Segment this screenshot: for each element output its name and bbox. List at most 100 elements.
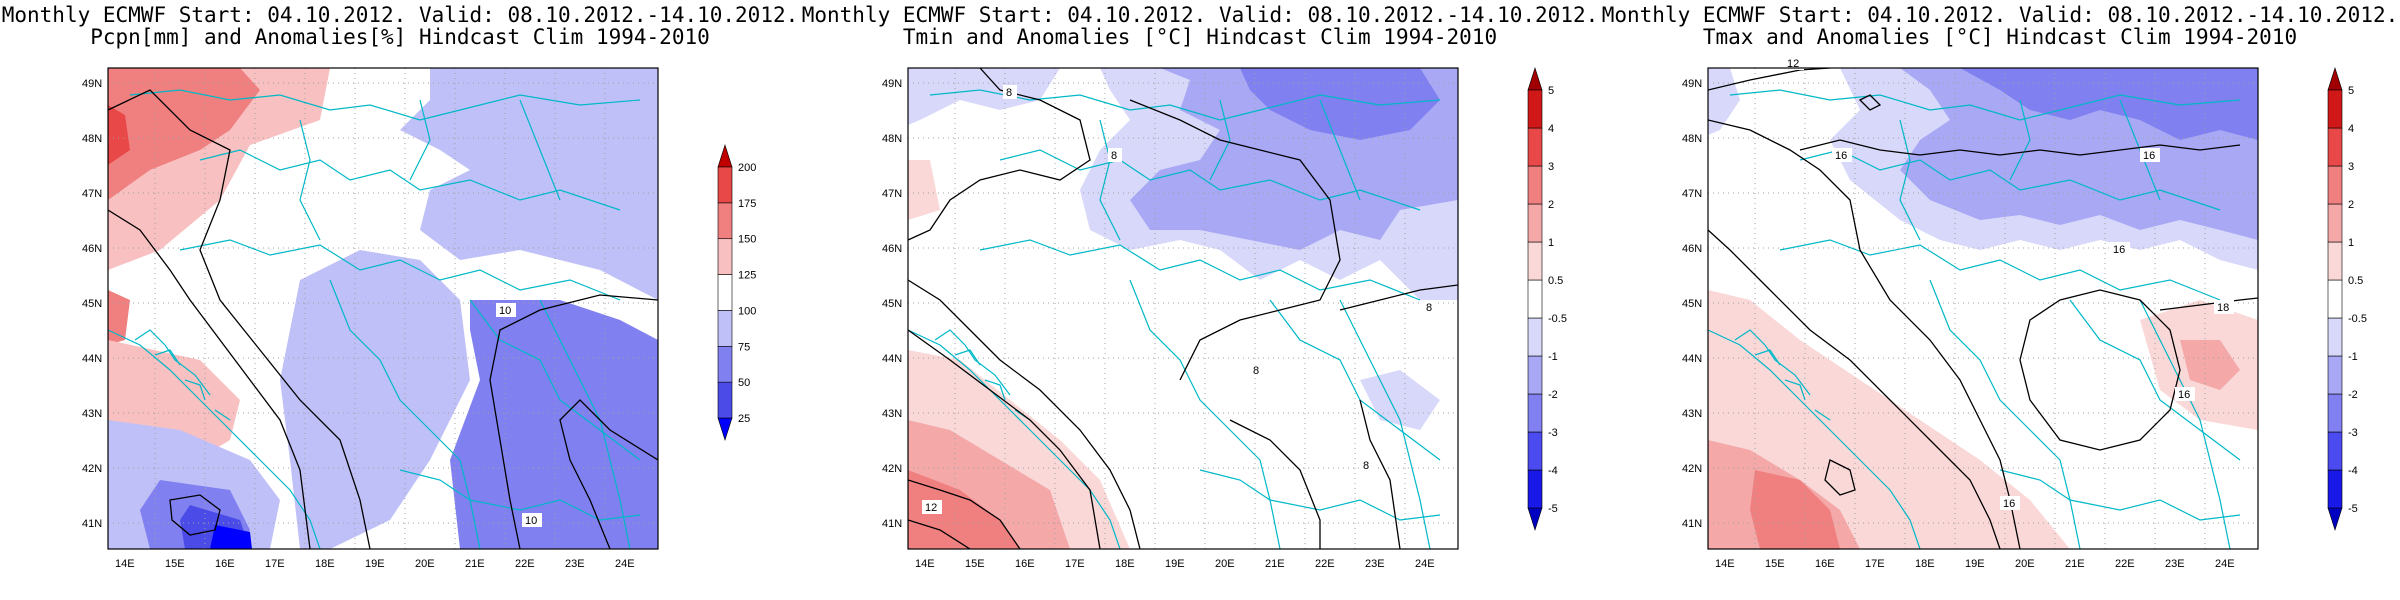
colorbar-tmin: -5 -4 -3 -2 -1 -0.5 0.5 1 2 3 4 5 (1527, 67, 1567, 531)
svg-text:23E: 23E (1365, 558, 1385, 570)
climatology-contours (1708, 68, 2258, 549)
svg-text:46N: 46N (82, 243, 102, 255)
svg-text:24E: 24E (1415, 558, 1435, 570)
svg-text:43N: 43N (1682, 408, 1702, 420)
panel-title-line1: Monthly ECMWF Start: 04.10.2012. Valid: … (1, 3, 799, 27)
svg-text:16E: 16E (1015, 558, 1035, 570)
colorbar-label: -3 (1548, 427, 1558, 439)
svg-text:20E: 20E (415, 558, 435, 570)
colorbar-swatch (2327, 393, 2343, 433)
svg-text:15E: 15E (965, 558, 985, 570)
map-tmax: 12 16 16 16 18 16 16 14E 15E 16E 17E 18E… (1682, 56, 2367, 570)
svg-text:44N: 44N (1682, 353, 1702, 365)
panel-title-line2: Tmin and Anomalies [°C] Hindcast Clim 19… (902, 25, 1498, 49)
colorbar-label: -0.5 (1548, 313, 1567, 325)
svg-text:49N: 49N (1682, 78, 1702, 90)
svg-text:42N: 42N (882, 463, 902, 475)
colorbar-swatch (717, 345, 733, 383)
colorbar-swatch (1527, 317, 1543, 357)
anomaly-shading (908, 68, 1458, 549)
svg-text:19E: 19E (365, 558, 385, 570)
lon-axis-labels: 14E 15E 16E 17E 18E 19E 20E 21E 22E 23E … (115, 558, 635, 570)
contour-label: 16 (1835, 150, 1847, 162)
panel-title-line1: Monthly ECMWF Start: 04.10.2012. Valid: … (801, 3, 1599, 27)
contour-label: 12 (925, 502, 937, 514)
colorbar-label: 0.5 (2348, 275, 2363, 287)
svg-text:18E: 18E (1915, 558, 1935, 570)
colorbar-swatch (1527, 89, 1543, 129)
colorbar-swatch (2327, 203, 2343, 243)
colorbar-swatch (717, 144, 733, 168)
svg-text:42N: 42N (1682, 463, 1702, 475)
svg-text:20E: 20E (2015, 558, 2035, 570)
svg-text:16E: 16E (215, 558, 235, 570)
colorbar-label: 200 (738, 162, 756, 174)
contour-label: 12 (1787, 58, 1799, 70)
svg-text:24E: 24E (615, 558, 635, 570)
colorbar-tmax: -5 -4 -3 -2 -1 -0.5 0.5 1 2 3 4 5 (2327, 67, 2367, 531)
colorbar-label: 75 (738, 341, 750, 353)
svg-text:46N: 46N (1682, 243, 1702, 255)
svg-text:47N: 47N (82, 188, 102, 200)
panel-tmin: Monthly ECMWF Start: 04.10.2012. Valid: … (800, 0, 1600, 600)
svg-text:17E: 17E (265, 558, 285, 570)
colorbar-label: -5 (1548, 503, 1558, 515)
svg-text:21E: 21E (2065, 558, 2085, 570)
svg-text:45N: 45N (882, 298, 902, 310)
colorbar-swatch (717, 202, 733, 240)
colorbar-swatch (2327, 279, 2343, 319)
svg-text:41N: 41N (1682, 518, 1702, 530)
contour-label: 8 (1363, 460, 1369, 472)
colorbar-label: 125 (738, 270, 756, 282)
colorbar-label: 25 (738, 413, 750, 425)
colorbar-swatch (2327, 431, 2343, 471)
svg-text:22E: 22E (515, 558, 535, 570)
svg-text:44N: 44N (82, 353, 102, 365)
lon-axis-labels: 14E 15E 16E 17E 18E 19E 20E 21E 22E 23E … (915, 558, 1435, 570)
svg-text:16E: 16E (1815, 558, 1835, 570)
colorbar-label: -2 (2348, 389, 2358, 401)
svg-text:42N: 42N (82, 463, 102, 475)
colorbar-swatch (2327, 241, 2343, 281)
colorbar-swatch (2327, 67, 2343, 91)
svg-text:24E: 24E (2215, 558, 2235, 570)
lat-axis-labels: 49N 48N 47N 46N 45N 44N 43N 42N 41N (1682, 78, 1702, 530)
anomaly-shading (1708, 68, 2258, 549)
colorbar-label: 3 (2348, 161, 2354, 173)
svg-text:47N: 47N (1682, 188, 1702, 200)
panel-title-line2: Pcpn[mm] and Anomalies[%] Hindcast Clim … (90, 25, 710, 49)
svg-text:48N: 48N (1682, 133, 1702, 145)
svg-text:21E: 21E (465, 558, 485, 570)
svg-text:43N: 43N (882, 408, 902, 420)
colorbar-swatch (717, 274, 733, 311)
lat-lon-grid (908, 68, 1458, 549)
svg-text:41N: 41N (882, 518, 902, 530)
map-frame (107, 67, 659, 550)
svg-text:15E: 15E (1765, 558, 1785, 570)
svg-text:15E: 15E (165, 558, 185, 570)
svg-text:49N: 49N (882, 78, 902, 90)
colorbar-swatch (1527, 507, 1543, 531)
lat-axis-labels: 49N 48N 47N 46N 45N 44N 43N 42N 41N (82, 78, 102, 530)
map-precipitation: 10 10 14E 15E 16E 17E 18E 19E 20E 21E 22… (82, 67, 756, 570)
map-frame (1707, 67, 2259, 550)
colorbar-label: 100 (738, 305, 756, 317)
colorbar-label: -2 (1548, 389, 1558, 401)
svg-text:47N: 47N (882, 188, 902, 200)
lat-axis-labels: 49N 48N 47N 46N 45N 44N 43N 42N 41N (882, 78, 902, 530)
colorbar-swatch (2327, 507, 2343, 531)
contour-labels: 10 10 (496, 303, 542, 527)
svg-text:44N: 44N (882, 353, 902, 365)
colorbar-swatch (2327, 469, 2343, 509)
colorbar-swatch (717, 310, 733, 347)
svg-text:21E: 21E (1265, 558, 1285, 570)
map-tmin: 8 8 8 8 8 12 14E 15E 16E 17E 18E 19E 20E… (882, 67, 1567, 570)
colorbar-label: -0.5 (2348, 313, 2367, 325)
coastlines-borders (1708, 89, 2241, 549)
colorbar-label: -1 (2348, 351, 2358, 363)
contour-labels: 8 8 8 8 8 12 (922, 85, 1437, 514)
panel-tmax: Monthly ECMWF Start: 04.10.2012. Valid: … (1600, 0, 2400, 600)
colorbar-swatch (2327, 355, 2343, 395)
colorbar-label: 0.5 (1548, 275, 1563, 287)
svg-text:17E: 17E (1065, 558, 1085, 570)
